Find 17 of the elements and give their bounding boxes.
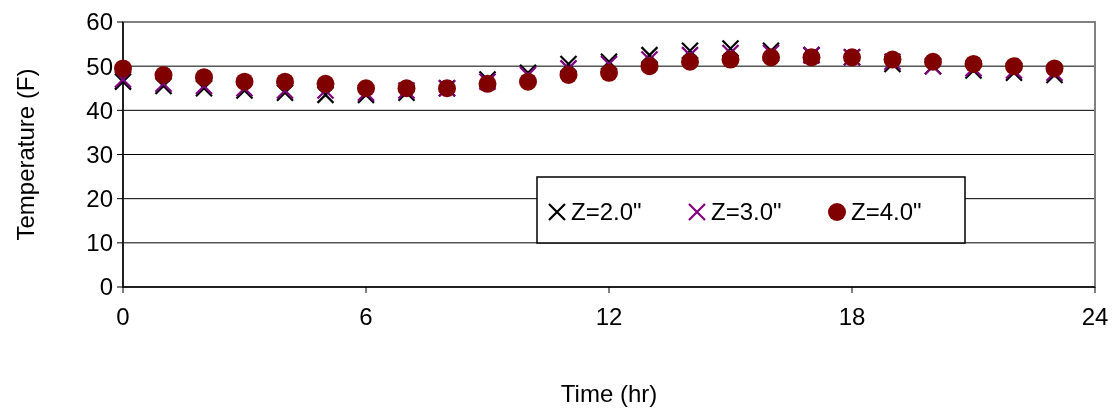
- y-tick-label: 40: [86, 96, 113, 124]
- legend-label: Z=4.0": [851, 198, 922, 226]
- x-tick-label: 12: [595, 303, 623, 330]
- legend-label: Z=3.0": [711, 198, 782, 226]
- legend-label: Z=2.0": [571, 198, 642, 226]
- y-tick-label: 50: [86, 52, 113, 80]
- y-tick-label: 20: [86, 185, 113, 213]
- y-tick-label: 0: [99, 273, 113, 301]
- x-tick-label: 0: [116, 303, 130, 330]
- y-tick-label: 30: [86, 140, 113, 168]
- x-tick-label: 18: [838, 303, 866, 330]
- y-tick-label: 10: [86, 229, 113, 257]
- x-tick-label: 24: [1081, 303, 1109, 330]
- y-tick-label: 60: [86, 8, 113, 36]
- y-axis-title: Temperature (F): [12, 68, 39, 241]
- x-axis-title: Time (hr): [560, 380, 658, 407]
- x-tick-label: 6: [359, 303, 373, 330]
